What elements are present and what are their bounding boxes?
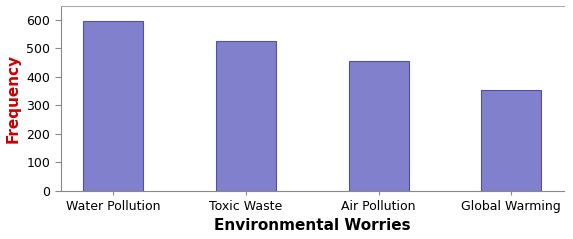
Bar bbox=[84, 21, 143, 191]
X-axis label: Environmental Worries: Environmental Worries bbox=[214, 218, 411, 234]
Bar bbox=[481, 90, 541, 191]
Bar bbox=[349, 61, 409, 191]
Y-axis label: Frequency: Frequency bbox=[6, 54, 21, 143]
Bar bbox=[216, 41, 276, 191]
